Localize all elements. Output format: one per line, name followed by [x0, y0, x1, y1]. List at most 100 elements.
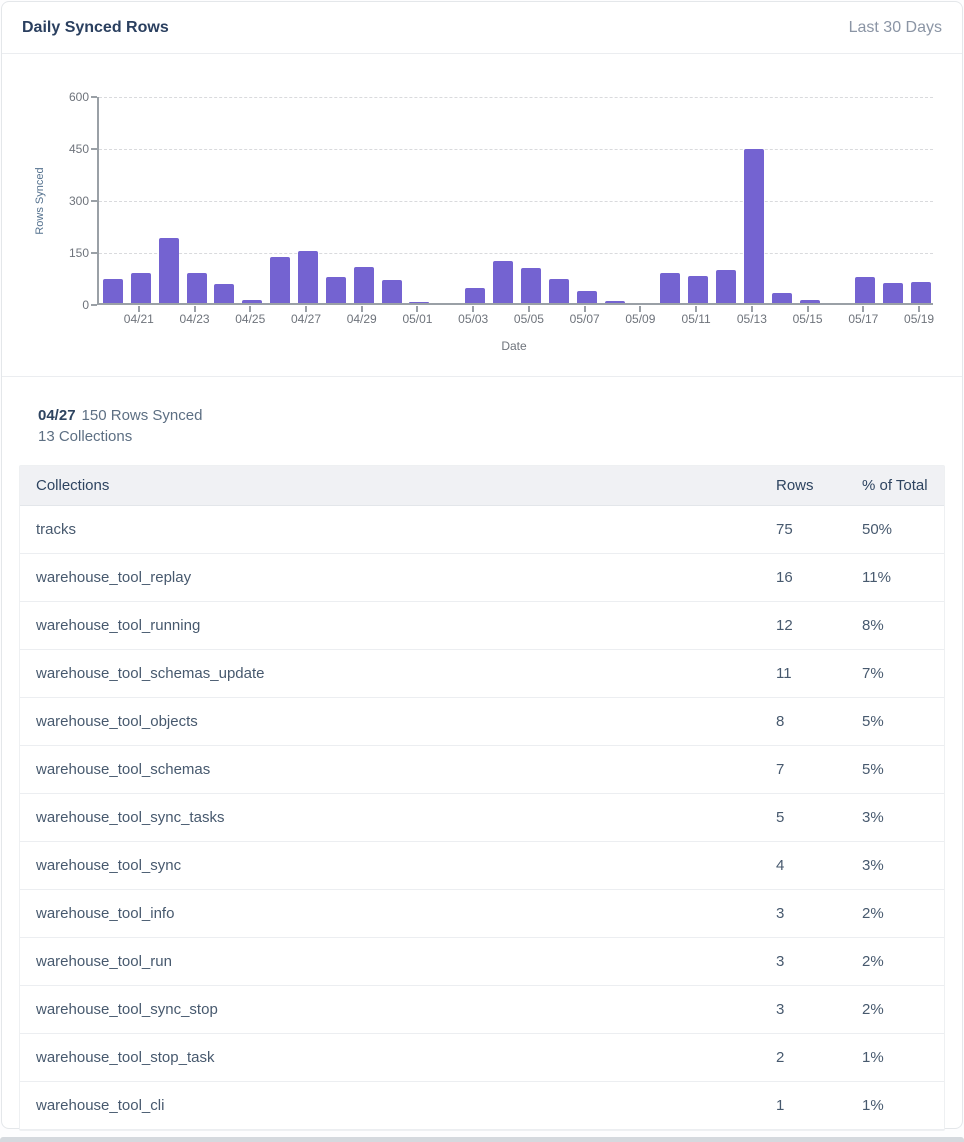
x-tick-mark — [695, 306, 698, 312]
collection-rows: 11 — [776, 665, 792, 682]
bar-05/19[interactable] — [911, 282, 932, 303]
bar-05/13[interactable] — [743, 148, 764, 303]
date-range-label: Last 30 Days — [848, 18, 942, 36]
column-header-collections: Collections — [36, 477, 110, 494]
y-tick-label-0: 0 — [82, 298, 89, 312]
x-tick-label-04/23: 04/23 — [179, 312, 210, 326]
bar-05/05[interactable] — [520, 268, 541, 303]
x-tick-mark — [527, 306, 530, 312]
bar-04/27[interactable] — [298, 251, 318, 303]
bar-05/12[interactable] — [716, 270, 736, 303]
collection-pct-of-total: 7% — [862, 665, 884, 682]
collection-name: warehouse_tool_stop_task — [36, 1049, 215, 1066]
collection-pct-of-total: 50% — [862, 521, 893, 538]
x-tick-label-05/17: 05/17 — [848, 312, 879, 326]
collection-pct-of-total: 1% — [862, 1097, 884, 1114]
table-row: warehouse_tool_replay 16 11% — [20, 554, 944, 602]
bar-05/06[interactable] — [548, 278, 569, 303]
x-tick-mark — [639, 306, 642, 312]
bar-04/22[interactable] — [158, 238, 179, 303]
x-tick-label-05/07: 05/07 — [569, 312, 600, 326]
collection-rows: 12 — [776, 617, 793, 634]
bar-05/03[interactable] — [465, 288, 486, 303]
bar-05/18[interactable] — [883, 282, 904, 303]
collection-name: warehouse_tool_cli — [36, 1097, 165, 1114]
y-tick-mark — [91, 200, 97, 202]
collection-rows: 3 — [776, 1001, 785, 1018]
y-tick-mark — [91, 148, 97, 150]
y-tick-label-600: 600 — [68, 90, 89, 104]
bar-05/10[interactable] — [660, 273, 681, 303]
y-tick-label-450: 450 — [68, 142, 89, 156]
table-row: warehouse_tool_sync 4 3% — [20, 842, 944, 890]
collection-pct-of-total: 5% — [862, 761, 884, 778]
gridline-600 — [99, 97, 933, 98]
table-row: warehouse_tool_running 12 8% — [20, 602, 944, 650]
table-row: warehouse_tool_objects 8 5% — [20, 698, 944, 746]
bar-04/30[interactable] — [381, 280, 402, 303]
bar-05/15[interactable] — [799, 300, 820, 303]
bar-05/11[interactable] — [688, 275, 709, 303]
collection-pct-of-total: 2% — [862, 905, 884, 922]
y-tick-mark — [91, 304, 97, 306]
table-row: warehouse_tool_run 3 2% — [20, 938, 944, 986]
summary-line-1: 04/27 150 Rows Synced — [38, 405, 962, 426]
page-title: Daily Synced Rows — [22, 18, 169, 36]
collection-pct-of-total: 2% — [862, 953, 884, 970]
bar-04/20[interactable] — [102, 278, 123, 303]
bar-05/01[interactable] — [409, 301, 430, 303]
table-row: warehouse_tool_sync_tasks 5 3% — [20, 794, 944, 842]
x-tick-label-05/05: 05/05 — [513, 312, 544, 326]
table-row: tracks 75 50% — [20, 506, 944, 554]
table-body: tracks 75 50% warehouse_tool_replay 16 11% war… — [20, 506, 944, 1130]
x-axis-title: Date — [501, 339, 527, 353]
bar-05/04[interactable] — [493, 261, 514, 303]
collection-name: warehouse_tool_schemas_update — [36, 665, 265, 682]
bar-05/14[interactable] — [771, 292, 792, 303]
x-tick-label-05/15: 05/15 — [792, 312, 823, 326]
collection-name: warehouse_tool_info — [36, 905, 175, 922]
collection-name: warehouse_tool_sync — [36, 857, 182, 874]
x-tick-label-04/21: 04/21 — [123, 312, 154, 326]
bar-05/07[interactable] — [576, 290, 597, 303]
x-tick-mark — [918, 306, 921, 312]
bar-04/24[interactable] — [214, 283, 235, 303]
summary-collections-count: 13 Collections — [38, 428, 133, 445]
column-header-pct-of-total: % of Total — [862, 477, 928, 494]
gridline-300 — [99, 201, 933, 202]
x-tick-label-05/03: 05/03 — [458, 312, 489, 326]
card-header: Daily Synced Rows Last 30 Days — [2, 2, 962, 54]
collection-name: warehouse_tool_replay — [36, 569, 192, 586]
collection-rows: 8 — [776, 713, 785, 730]
x-tick-mark — [472, 306, 475, 312]
x-tick-mark — [305, 306, 307, 312]
bar-04/25[interactable] — [242, 299, 263, 303]
bar-04/29[interactable] — [353, 267, 374, 303]
x-tick-mark — [193, 306, 196, 312]
bar-04/21[interactable] — [130, 272, 151, 303]
collection-name: warehouse_tool_schemas — [36, 761, 211, 778]
x-tick-mark — [583, 306, 586, 312]
x-tick-mark — [750, 306, 753, 312]
collection-pct-of-total: 11% — [862, 569, 891, 586]
x-tick-label-05/01: 05/01 — [402, 312, 433, 326]
collections-table: Collections Rows % of Total tracks 75 50% w… — [19, 465, 945, 1131]
collection-name: warehouse_tool_sync_stop — [36, 1001, 218, 1018]
collection-rows: 3 — [776, 905, 785, 922]
y-tick-label-300: 300 — [68, 194, 89, 208]
collection-name: warehouse_tool_sync_tasks — [36, 809, 225, 826]
table-header-row: Collections Rows % of Total — [20, 466, 944, 506]
bar-05/08[interactable] — [604, 300, 625, 303]
bar-05/17[interactable] — [855, 277, 876, 303]
collection-pct-of-total: 3% — [862, 857, 884, 874]
y-tick-mark — [91, 252, 97, 254]
table-row: warehouse_tool_schemas 7 5% — [20, 746, 944, 794]
bar-04/23[interactable] — [186, 272, 207, 303]
x-tick-mark — [416, 306, 419, 312]
bar-04/28[interactable] — [325, 277, 346, 303]
x-tick-label-05/09: 05/09 — [625, 312, 656, 326]
collection-rows: 3 — [776, 953, 785, 970]
bar-04/26[interactable] — [270, 256, 291, 303]
y-tick-mark — [91, 96, 97, 98]
